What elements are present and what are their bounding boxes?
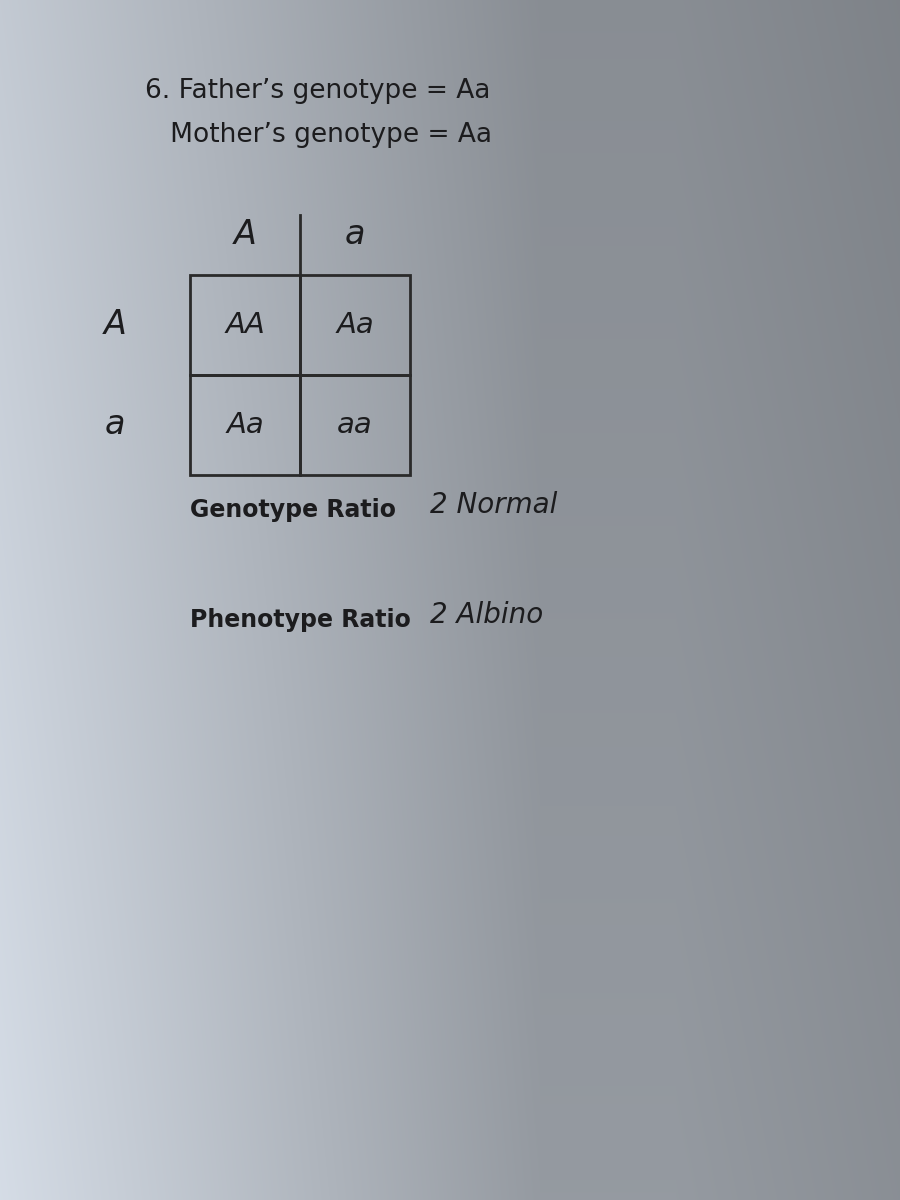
Text: AA: AA (225, 311, 265, 338)
Text: 2 Normal: 2 Normal (430, 491, 557, 518)
Text: a: a (345, 218, 365, 252)
Text: Phenotype Ratio: Phenotype Ratio (190, 608, 411, 632)
Text: Aa: Aa (336, 311, 374, 338)
Text: Genotype Ratio: Genotype Ratio (190, 498, 396, 522)
Bar (190, 374, 300, 475)
Text: Aa: Aa (226, 410, 264, 439)
Bar (300, 275, 410, 374)
Text: A: A (234, 218, 256, 252)
Text: Mother’s genotype = Aa: Mother’s genotype = Aa (145, 122, 492, 148)
Bar (300, 374, 410, 475)
Text: 6. Father’s genotype = Aa: 6. Father’s genotype = Aa (145, 78, 490, 104)
Bar (190, 275, 300, 374)
Text: a: a (104, 408, 125, 442)
Text: 2 Albino: 2 Albino (430, 601, 544, 629)
Text: A: A (104, 308, 126, 342)
Text: aa: aa (338, 410, 373, 439)
